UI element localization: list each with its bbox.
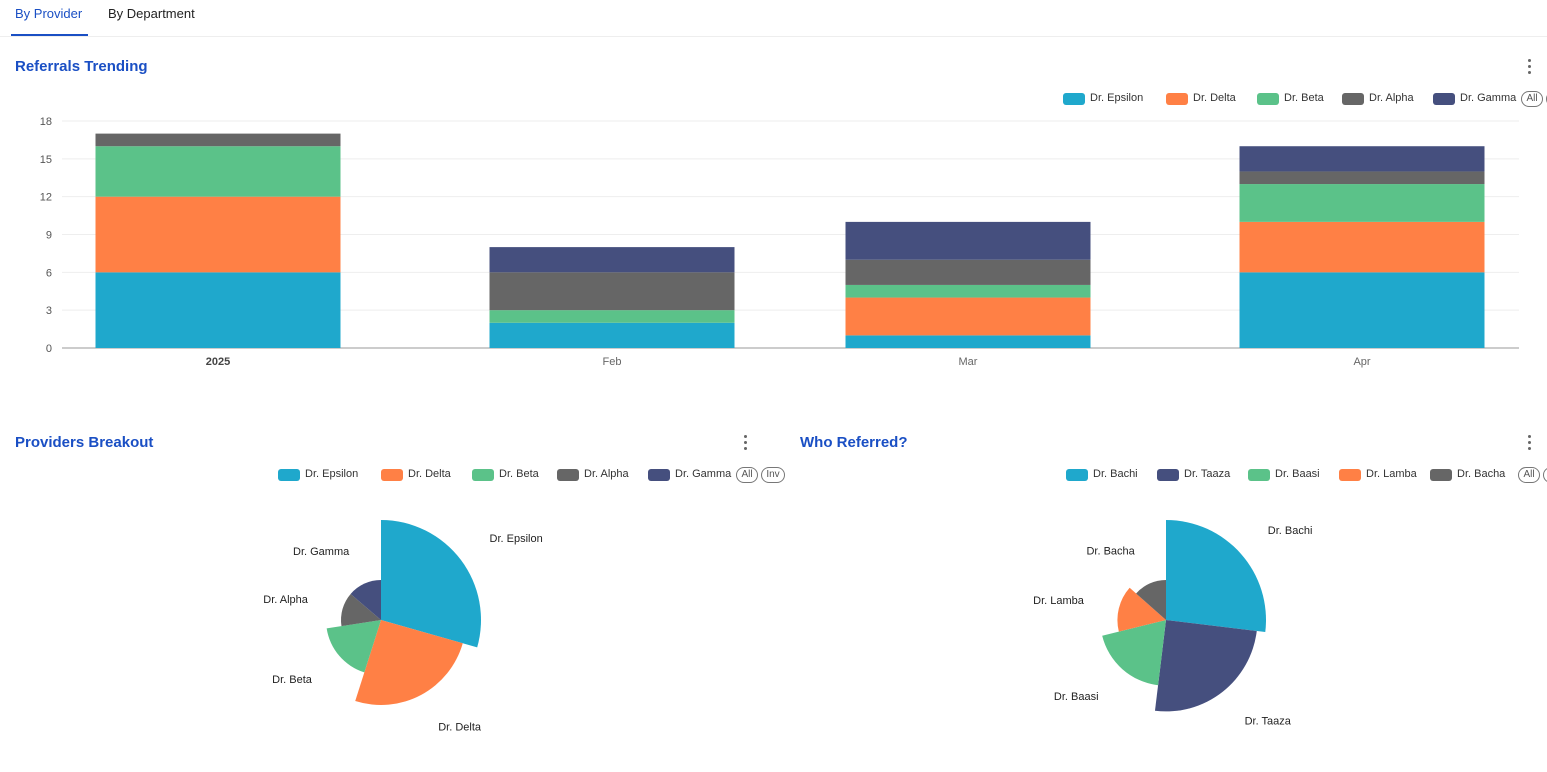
- bar-segment-dr-delta-apr[interactable]: [1239, 221, 1485, 273]
- pie-label: Dr. Bachi: [1268, 525, 1313, 537]
- bar-segment-dr-delta-mar[interactable]: [845, 297, 1091, 336]
- pie-label: Dr. Bacha: [1086, 546, 1135, 558]
- legend-label: Dr. Epsilon: [305, 468, 359, 480]
- legend-swatch: [1063, 93, 1085, 105]
- y-tick-label: 3: [46, 305, 52, 317]
- legend-label: Dr. Gamma: [675, 468, 732, 480]
- legend-label: Dr. Delta: [408, 468, 451, 480]
- legend-swatch: [1166, 93, 1188, 105]
- pie-label: Dr. Lamba: [1033, 595, 1085, 607]
- pie-slice-dr-gamma[interactable]: [350, 580, 381, 620]
- legend-label: Dr. Baasi: [1275, 468, 1320, 480]
- y-tick-label: 0: [46, 343, 52, 355]
- pie-slice-dr-delta[interactable]: [355, 620, 463, 705]
- x-tick-label: Mar: [959, 356, 978, 368]
- legend-swatch: [1257, 93, 1279, 105]
- legend-swatch: [1430, 469, 1452, 481]
- providers-breakout-title: Providers Breakout: [15, 434, 154, 451]
- y-tick-label: 6: [46, 267, 52, 279]
- bar-segment-dr-beta-apr[interactable]: [1239, 184, 1485, 222]
- y-tick-label: 15: [40, 154, 52, 166]
- legend-label: Dr. Delta: [1193, 92, 1236, 104]
- pie-label: Dr. Baasi: [1054, 691, 1099, 703]
- x-tick-label: Apr: [1353, 356, 1370, 368]
- bar-segment-dr-delta-2025[interactable]: [95, 196, 341, 273]
- legend-label: Dr. Alpha: [1369, 92, 1414, 104]
- legend-swatch: [1248, 469, 1270, 481]
- y-tick-label: 9: [46, 230, 52, 242]
- legend-label: Dr. Gamma: [1460, 92, 1517, 104]
- legend-label: Dr. Beta: [499, 468, 539, 480]
- legend-label: Dr. Bachi: [1093, 468, 1138, 480]
- pie-label: Dr. Beta: [272, 674, 313, 686]
- who-referred-pie: Dr. Bachi Dr. Taaza Dr. Baasi Dr. Lamba Dr. …: [1033, 520, 1313, 727]
- legend-label: Dr. Epsilon: [1090, 92, 1144, 104]
- bar-segment-dr-epsilon-apr[interactable]: [1239, 272, 1485, 348]
- legend-select-all-button[interactable]: All: [736, 467, 758, 483]
- x-tick-label: Feb: [603, 356, 622, 368]
- legend-swatch: [1066, 469, 1088, 481]
- tab-by-department[interactable]: By Department: [108, 6, 195, 21]
- legend-swatch: [557, 469, 579, 481]
- bar-segment-dr-epsilon-2025[interactable]: [95, 272, 341, 348]
- pie-slice-dr-beta[interactable]: [326, 620, 381, 673]
- y-tick-label: 18: [40, 116, 52, 128]
- referrals-legend: Dr. Epsilon Dr. Delta Dr. Beta Dr. Alpha Dr.…: [1063, 91, 1547, 107]
- pie-slice-dr-baasi[interactable]: [1102, 620, 1166, 686]
- legend-swatch: [1339, 469, 1361, 481]
- legend-swatch: [381, 469, 403, 481]
- legend-select-all-button[interactable]: All: [1521, 91, 1543, 107]
- pie-slice-dr-lamba[interactable]: [1117, 587, 1166, 632]
- who-referred-title: Who Referred?: [800, 434, 908, 451]
- tab-bar: By Provider By Department: [0, 0, 1547, 37]
- providers-breakout-menu-icon[interactable]: [740, 434, 752, 452]
- who-referred-menu-icon[interactable]: [1524, 434, 1536, 452]
- legend-label: Dr. Bacha: [1457, 468, 1506, 480]
- bar-segment-dr-epsilon-mar[interactable]: [845, 335, 1091, 348]
- referrals-menu-icon[interactable]: [1524, 58, 1536, 76]
- legend-label: Dr. Alpha: [584, 468, 629, 480]
- pie-label: Dr. Taaza: [1245, 715, 1292, 727]
- legend-swatch: [278, 469, 300, 481]
- legend-swatch: [472, 469, 494, 481]
- providers-breakout-pie: Dr. Epsilon Dr. Delta Dr. Beta Dr. Alpha Dr.…: [263, 520, 543, 734]
- pie-label: Dr. Delta: [438, 722, 482, 734]
- pie-slice-dr-epsilon[interactable]: [381, 520, 481, 648]
- pie-label: Dr. Gamma: [293, 546, 350, 558]
- legend-label: Dr. Beta: [1284, 92, 1324, 104]
- bar-segment-dr-gamma-feb[interactable]: [489, 247, 735, 273]
- legend-swatch: [648, 469, 670, 481]
- who-referred-legend: Dr. Bachi Dr. Taaza Dr. Baasi Dr. Lamba Dr. …: [1066, 467, 1547, 483]
- referrals-bar-chart: 0 3 6 9 12 15 18 2025 Feb Mar Apr: [40, 116, 1519, 368]
- providers-breakout-legend: Dr. Epsilon Dr. Delta Dr. Beta Dr. Alpha Dr.…: [278, 467, 785, 483]
- bar-segment-dr-alpha-feb[interactable]: [489, 272, 735, 311]
- y-tick-label: 12: [40, 192, 52, 204]
- bar-segment-dr-alpha-2025[interactable]: [95, 133, 341, 147]
- referrals-trending-title: Referrals Trending: [15, 58, 148, 75]
- bar-segment-dr-epsilon-feb[interactable]: [489, 322, 735, 348]
- legend-invert-button[interactable]: Inv: [1543, 467, 1547, 483]
- legend-swatch: [1342, 93, 1364, 105]
- legend-swatch: [1157, 469, 1179, 481]
- pie-slice-dr-alpha[interactable]: [341, 593, 381, 627]
- bar-segment-dr-alpha-apr[interactable]: [1239, 171, 1485, 185]
- bar-segment-dr-beta-mar[interactable]: [845, 284, 1091, 298]
- tab-by-provider[interactable]: By Provider: [11, 6, 88, 36]
- bar-segment-dr-gamma-apr[interactable]: [1239, 146, 1485, 172]
- legend-select-all-button[interactable]: All: [1518, 467, 1540, 483]
- legend-invert-button[interactable]: Inv: [761, 467, 785, 483]
- x-tick-label: 2025: [206, 356, 230, 368]
- legend-label: Dr. Lamba: [1366, 468, 1417, 480]
- pie-label: Dr. Epsilon: [490, 533, 543, 545]
- legend-swatch: [1433, 93, 1455, 105]
- bar-segment-dr-beta-feb[interactable]: [489, 310, 735, 323]
- bar-segment-dr-gamma-mar[interactable]: [845, 221, 1091, 260]
- pie-slice-dr-bacha[interactable]: [1136, 580, 1166, 620]
- pie-slice-dr-taaza[interactable]: [1154, 620, 1257, 712]
- pie-slice-dr-bachi[interactable]: [1166, 520, 1266, 633]
- legend-label: Dr. Taaza: [1184, 468, 1231, 480]
- bar-segment-dr-beta-2025[interactable]: [95, 146, 341, 197]
- bar-segment-dr-alpha-mar[interactable]: [845, 259, 1091, 285]
- pie-label: Dr. Alpha: [263, 594, 309, 606]
